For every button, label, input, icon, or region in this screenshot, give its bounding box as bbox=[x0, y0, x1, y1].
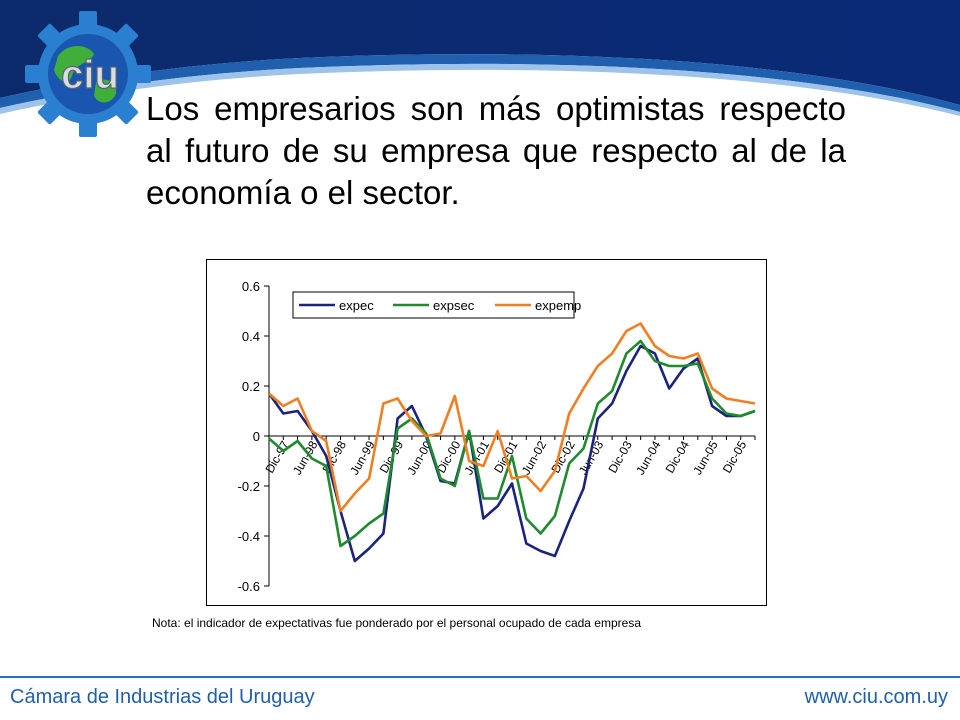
y-tick-label: -0.4 bbox=[238, 529, 260, 544]
series-line-expemp bbox=[268, 322, 756, 513]
x-tick-label: Jun-03 bbox=[576, 438, 607, 477]
x-tick-label: Dic-05 bbox=[720, 438, 750, 475]
footer-organization: Cámara de Industrias del Uruguay bbox=[10, 686, 315, 708]
y-axis: 0.6 0.4 0.2 0 -0.2 -0.4 -0.6 bbox=[238, 279, 270, 594]
x-tick-label: Dic-04 bbox=[663, 438, 693, 475]
x-tick-label: Dic-98 bbox=[320, 438, 350, 475]
y-tick-label: 0.4 bbox=[242, 329, 260, 344]
x-tick-label: Jun-04 bbox=[633, 438, 664, 477]
legend-label-expemp: expemp bbox=[535, 298, 581, 313]
slide-title: Los empresarios son más optimistas respe… bbox=[146, 90, 846, 211]
chart-legend: expec expsec expemp bbox=[292, 291, 581, 319]
y-tick-label: -0.6 bbox=[238, 579, 260, 594]
series-line-expsec bbox=[268, 339, 756, 548]
legend-label-expsec: expsec bbox=[433, 298, 475, 313]
chart-frame: 0.6 0.4 0.2 0 -0.2 -0.4 -0.6 Dic-97 Jun-98 Dic-9… bbox=[206, 259, 767, 606]
ciu-logo: ciu bbox=[25, 11, 151, 137]
y-tick-label: -0.2 bbox=[238, 479, 260, 494]
logo-text: ciu bbox=[61, 53, 119, 97]
y-tick-label: 0 bbox=[253, 429, 260, 444]
series-line-expec bbox=[267, 344, 756, 563]
x-tick-label: Jun-02 bbox=[519, 438, 550, 477]
x-tick-label: Dic-02 bbox=[548, 438, 578, 475]
footer-divider bbox=[0, 676, 960, 678]
legend-label-expec: expec bbox=[339, 298, 374, 313]
x-tick-label: Jun-05 bbox=[690, 438, 721, 477]
x-tick-label: Dic-03 bbox=[605, 438, 635, 475]
header-band bbox=[0, 0, 960, 116]
y-tick-label: 0.2 bbox=[242, 379, 260, 394]
x-tick-label: Dic-97 bbox=[262, 438, 292, 475]
y-tick-label: 0.6 bbox=[242, 279, 260, 294]
series-lines bbox=[267, 322, 756, 563]
chart-note: Nota: el indicador de expectativas fue p… bbox=[152, 616, 641, 630]
footer-url[interactable]: www.ciu.com.uy bbox=[804, 686, 948, 708]
